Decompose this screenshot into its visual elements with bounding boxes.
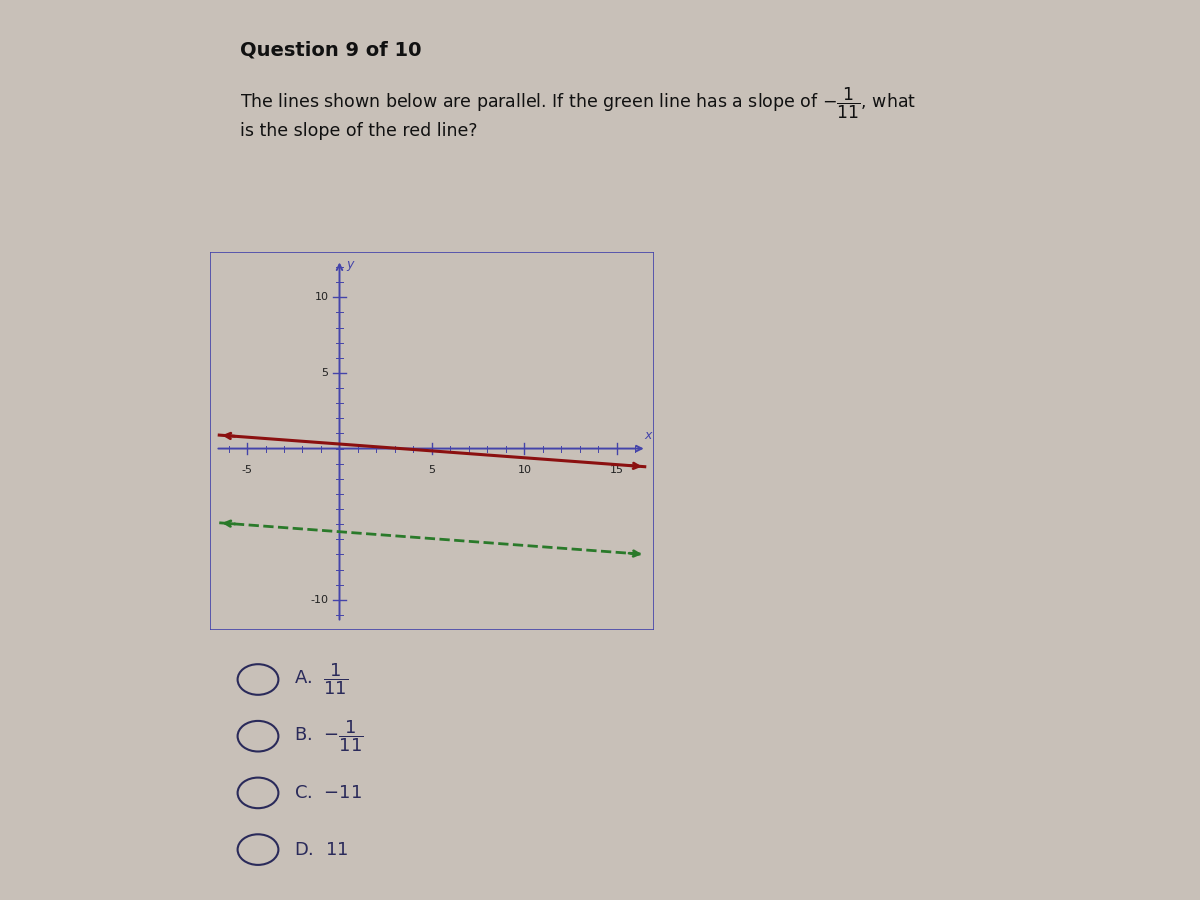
- Text: y: y: [346, 258, 353, 271]
- Text: is the slope of the red line?: is the slope of the red line?: [240, 122, 478, 140]
- Text: 10: 10: [517, 465, 532, 475]
- Text: B.  $-\dfrac{1}{11}$: B. $-\dfrac{1}{11}$: [294, 718, 364, 754]
- Text: Question 9 of 10: Question 9 of 10: [240, 40, 421, 59]
- Text: The lines shown below are parallel. If the green line has a slope of $-\dfrac{1}: The lines shown below are parallel. If t…: [240, 86, 916, 121]
- Text: D.  $11$: D. $11$: [294, 841, 348, 859]
- Text: 5: 5: [322, 368, 329, 378]
- Text: -5: -5: [241, 465, 252, 475]
- Text: 15: 15: [610, 465, 624, 475]
- Text: 10: 10: [314, 292, 329, 302]
- Text: -10: -10: [311, 595, 329, 605]
- Text: x: x: [644, 429, 652, 443]
- Text: C.  $-11$: C. $-11$: [294, 784, 362, 802]
- Text: A.  $\dfrac{1}{11}$: A. $\dfrac{1}{11}$: [294, 662, 348, 698]
- Text: 5: 5: [428, 465, 436, 475]
